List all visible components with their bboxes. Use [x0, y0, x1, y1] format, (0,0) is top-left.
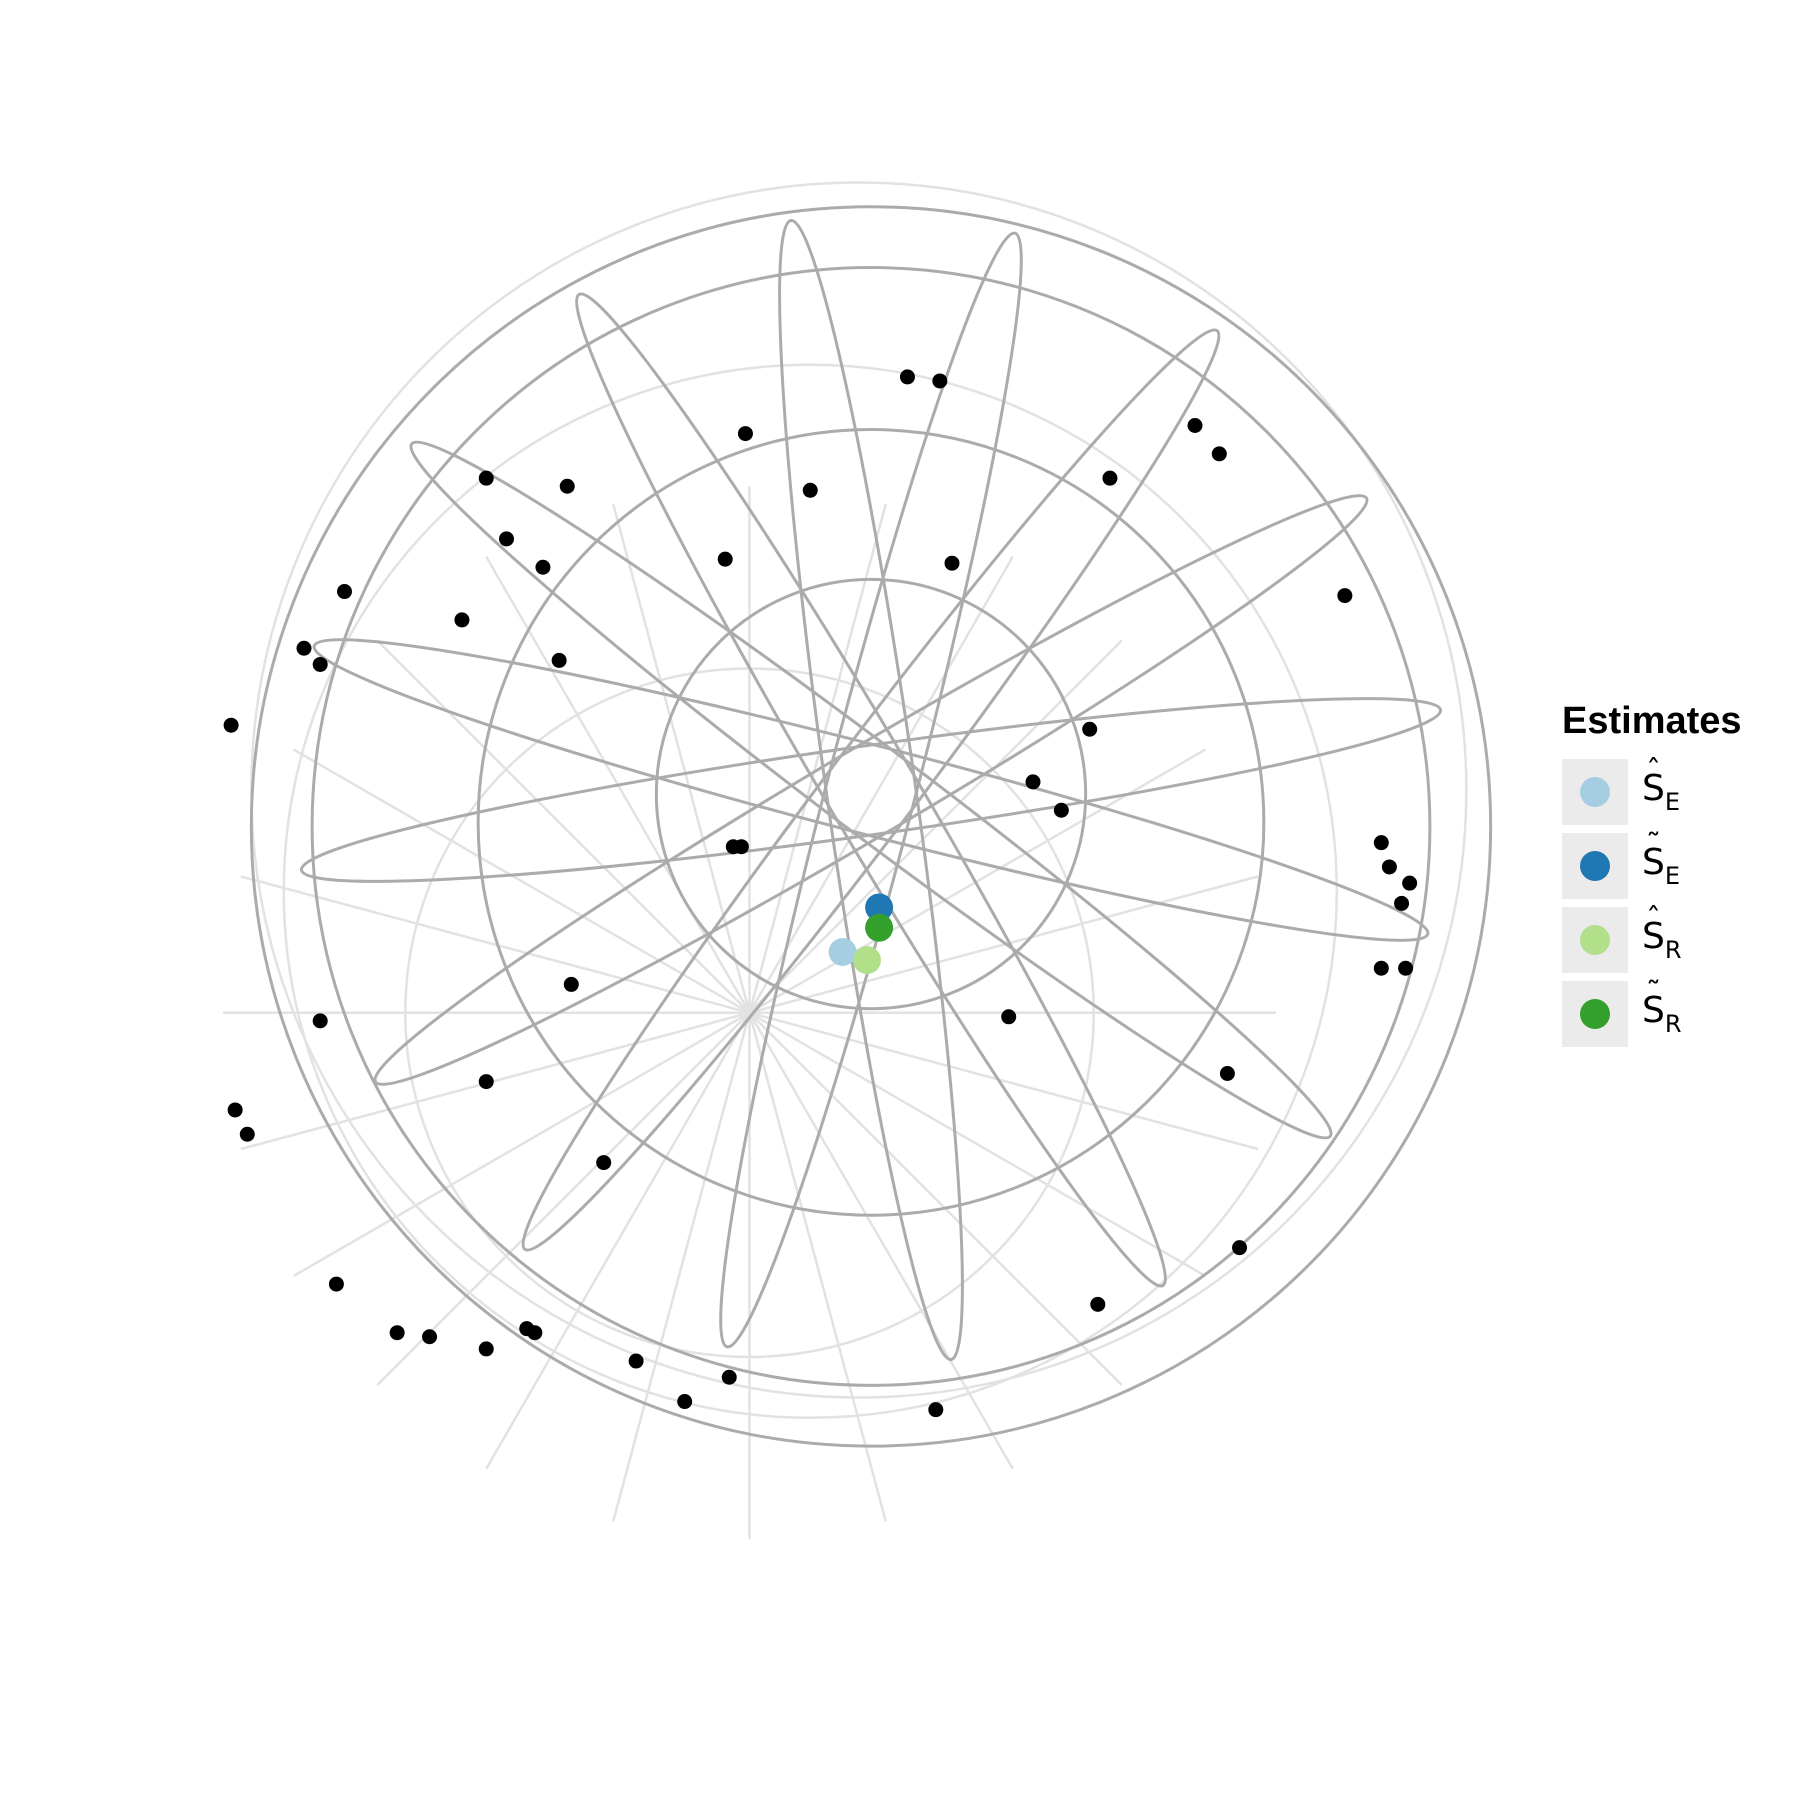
meridian-ellipse	[409, 440, 1333, 1140]
latitude-circle	[654, 577, 1088, 1011]
observation-point	[1337, 588, 1353, 604]
meridian-ellipse	[373, 494, 1369, 1086]
legend-key	[1562, 759, 1628, 825]
faint-grid-circle	[282, 363, 1338, 1419]
observation-point	[717, 551, 733, 567]
legend-key	[1562, 833, 1628, 899]
estimate-point	[865, 893, 894, 922]
observation-point	[802, 482, 818, 498]
observation-point	[1001, 1009, 1017, 1025]
grid	[249, 205, 1493, 1448]
observation-point	[337, 584, 352, 600]
observation-point	[389, 1325, 405, 1341]
observation-point	[1232, 1240, 1248, 1256]
observation-point	[527, 1325, 543, 1341]
latitude-circle	[249, 205, 1493, 1448]
estimate-point	[828, 938, 857, 966]
observation-point	[677, 1394, 693, 1410]
observation-point	[239, 1126, 255, 1142]
observation-point	[1025, 774, 1041, 790]
observation-point	[1082, 721, 1098, 737]
observation-point	[721, 1369, 737, 1385]
observation-point	[1394, 895, 1410, 911]
legend-key	[1562, 981, 1628, 1047]
legend-swatch	[1580, 777, 1610, 807]
observation-point	[328, 1276, 344, 1292]
legend-label: ˜ SR	[1642, 976, 1682, 1038]
observation-point	[478, 470, 494, 486]
observation-point	[899, 369, 915, 385]
observation-point	[296, 640, 312, 656]
observation-point	[725, 839, 741, 855]
meridian-ellipse	[299, 697, 1443, 883]
observation-point	[737, 426, 753, 442]
observation-points	[223, 369, 1418, 1418]
legend-swatch	[1580, 999, 1610, 1029]
legend-swatch	[1580, 925, 1610, 955]
meridian-ellipse	[521, 328, 1221, 1252]
observation-point	[1402, 875, 1418, 891]
observation-point	[1219, 1066, 1235, 1081]
meridian-ellipse	[719, 231, 1023, 1349]
observation-point	[563, 976, 579, 992]
legend-label: ˜ SE	[1642, 828, 1681, 890]
meridian-ellipse	[312, 638, 1430, 942]
legend-label: ˆ SR	[1642, 902, 1682, 964]
observation-point	[227, 1102, 243, 1118]
observation-point	[1398, 960, 1414, 976]
observation-point	[596, 1155, 612, 1171]
observation-point	[928, 1402, 944, 1418]
observation-point	[312, 656, 328, 672]
observation-point	[944, 555, 960, 571]
observation-point	[312, 1013, 328, 1029]
estimate-point	[865, 913, 894, 942]
observation-point	[422, 1329, 438, 1345]
observation-point	[499, 531, 514, 547]
observation-point	[551, 652, 567, 668]
observation-point	[1373, 960, 1389, 976]
observation-point	[223, 717, 239, 733]
observation-point	[1102, 470, 1118, 486]
observation-point	[559, 478, 575, 494]
observation-point	[478, 1341, 494, 1357]
legend-swatch	[1580, 851, 1610, 881]
latitude-circle	[310, 266, 1432, 1387]
observation-point	[1381, 859, 1397, 875]
faint-grid-line	[240, 875, 1259, 1151]
estimate-point	[852, 946, 881, 975]
observation-point	[1053, 802, 1069, 818]
legend: Estimates ˆ SE ˜ SE ˆ SR ˜ SR	[1562, 700, 1782, 1053]
observation-point	[1211, 446, 1227, 462]
legend-title: Estimates	[1562, 700, 1742, 742]
observation-point	[535, 559, 551, 575]
meridian-ellipse	[778, 218, 964, 1362]
observation-point	[932, 373, 948, 389]
observation-point	[628, 1353, 644, 1369]
observation-point	[454, 612, 470, 628]
legend-key	[1562, 907, 1628, 973]
observation-point	[1187, 418, 1203, 433]
observation-point	[1373, 835, 1389, 851]
observation-point	[1090, 1296, 1106, 1312]
legend-item-s-hat-r: ˆ SR	[1562, 902, 1782, 975]
grid-faint	[223, 181, 1468, 1540]
legend-item-s-tilde-r: ˜ SR	[1562, 976, 1782, 1049]
legend-item-s-tilde-e: ˜ SE	[1562, 828, 1782, 901]
legend-label: ˆ SE	[1642, 754, 1681, 816]
observation-point	[478, 1074, 494, 1090]
estimate-points	[828, 893, 894, 975]
legend-item-s-hat-e: ˆ SE	[1562, 754, 1782, 827]
meridian-ellipse	[575, 292, 1167, 1288]
latitude-circle	[476, 428, 1266, 1217]
